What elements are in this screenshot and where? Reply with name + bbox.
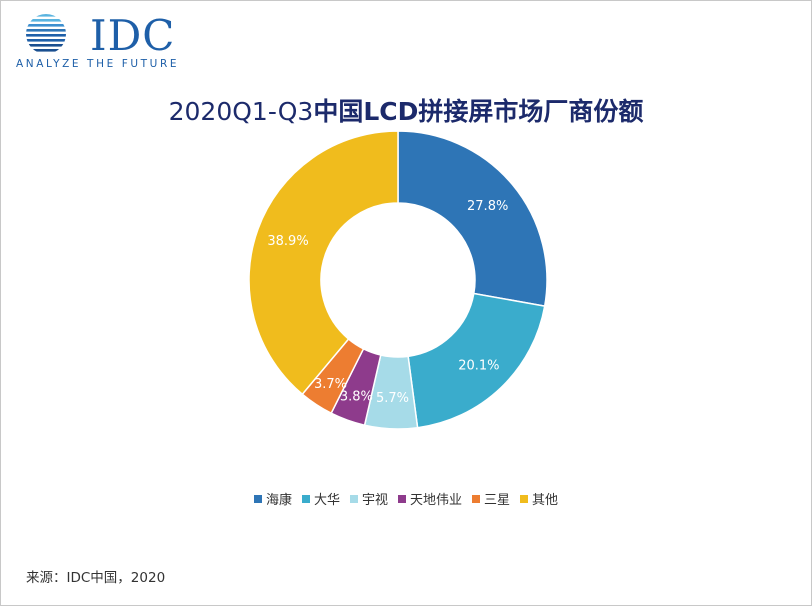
legend-item-4: 天地伟业 [398, 489, 462, 508]
legend-item-2: 大华 [301, 489, 340, 508]
legend-swatch-3 [349, 494, 358, 503]
donut-data-label-1: 27.8% [467, 199, 508, 214]
donut-data-label-2: 20.1% [458, 359, 499, 374]
chart-legend: 海康 大华 宇视 天地伟业 三星 其他 [0, 489, 812, 508]
chart-title-prefix: 2020Q1-Q3 [168, 97, 314, 126]
legend-swatch-6 [520, 494, 529, 503]
logo-tagline: ANALYZE THE FUTURE [16, 58, 180, 70]
source-note: 来源：IDC中国，2020 [26, 570, 166, 586]
logo-wordmark: IDC [90, 11, 176, 60]
legend-swatch-5 [472, 494, 481, 503]
chart-title: 2020Q1-Q3中国LCD拼接屏市场厂商份额 [0, 92, 812, 128]
legend-label-4: 天地伟业 [410, 493, 463, 508]
donut-data-label-4: 3.8% [340, 390, 373, 405]
donut-data-label-6: 38.9% [267, 234, 308, 249]
legend-item-1: 海康 [253, 489, 292, 508]
legend-label-2: 大华 [313, 493, 340, 508]
donut-slice-6 [248, 130, 399, 396]
legend-item-3: 宇视 [349, 489, 388, 508]
legend-label-5: 三星 [484, 493, 511, 508]
legend-swatch-1 [253, 494, 262, 503]
legend-item-5: 三星 [472, 489, 510, 508]
globe-icon [26, 14, 66, 52]
legend-label-1: 海康 [265, 493, 292, 508]
donut-slice-2 [407, 292, 546, 429]
chart-title-main: 中国LCD拼接屏市场厂商份额 [313, 97, 644, 126]
donut-data-label-3: 5.7% [376, 391, 409, 406]
legend-item-6: 其他 [520, 489, 558, 508]
donut-slice-1 [397, 130, 548, 307]
legend-label-6: 其他 [532, 493, 559, 508]
legend-swatch-4 [398, 494, 406, 503]
legend-label-3: 宇视 [361, 493, 388, 508]
legend-swatch-2 [301, 494, 310, 503]
donut-data-label-5: 3.7% [314, 377, 347, 392]
idc-logo: IDC ANALYZE THE FUTURE [16, 12, 186, 72]
